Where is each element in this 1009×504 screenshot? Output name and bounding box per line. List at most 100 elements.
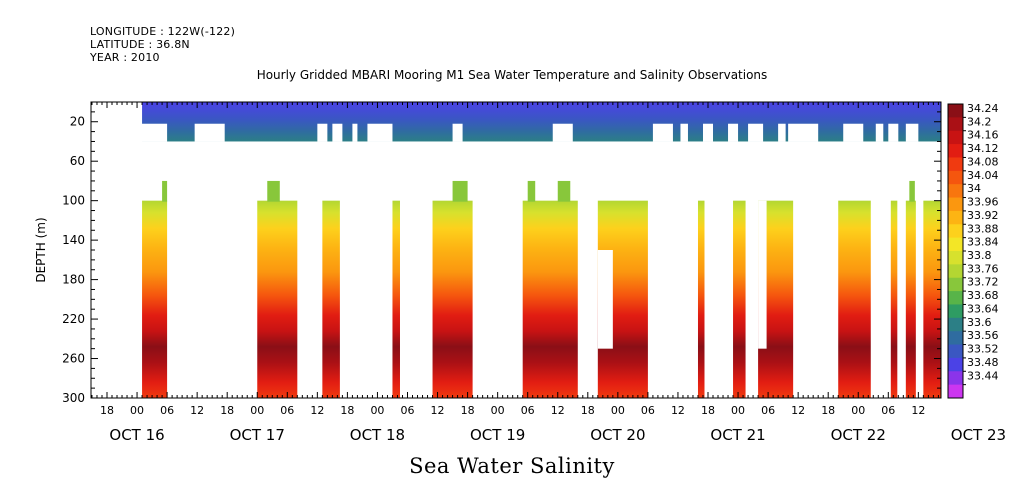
- surface-gap: [905, 123, 919, 142]
- colorbar-swatch: [948, 184, 963, 199]
- colorbar-label: 34.2: [967, 115, 992, 128]
- deep-column-bump: [162, 180, 168, 202]
- deep-column-bump: [557, 180, 571, 202]
- x-tick-label: 00: [851, 404, 865, 417]
- surface-gap: [352, 123, 358, 142]
- deep-column-bump: [527, 180, 536, 202]
- colorbar-label: 33.76: [967, 262, 999, 275]
- surface-gap: [680, 123, 688, 142]
- x-tick-label: 18: [461, 404, 475, 417]
- surface-gap: [702, 123, 714, 142]
- x-tick-label: 12: [671, 404, 685, 417]
- deep-column: [733, 200, 746, 398]
- colorbar-swatch: [948, 304, 963, 319]
- colorbar-label: 33.6: [967, 316, 992, 329]
- surface-gap: [652, 123, 673, 142]
- deep-column: [142, 200, 168, 398]
- colorbar-label: 34.04: [967, 169, 999, 182]
- colorbar: 34.2434.234.1634.1234.0834.043433.9633.9…: [947, 102, 999, 399]
- colorbar-label: 33.48: [967, 356, 999, 369]
- year-label: YEAR : 2010: [90, 51, 160, 64]
- x-day-label: OCT 18: [350, 426, 405, 444]
- deep-column: [257, 200, 298, 398]
- colorbar-swatch: [948, 210, 963, 225]
- x-axis-title: Sea Water Salinity: [409, 454, 615, 478]
- latitude-label: LATITUDE : 36.8N: [90, 38, 190, 51]
- colorbar-label: 33.68: [967, 289, 999, 302]
- colorbar-swatch: [948, 331, 963, 346]
- x-tick-label: 12: [310, 404, 324, 417]
- deep-column-gap: [758, 200, 767, 349]
- y-tick-label: 60: [70, 154, 85, 168]
- colorbar-label: 33.52: [967, 343, 999, 356]
- x-day-label: OCT 21: [710, 426, 765, 444]
- y-tick-label: 100: [62, 194, 85, 208]
- x-tick-label: 06: [521, 404, 535, 417]
- x-tick-label: 00: [130, 404, 144, 417]
- colorbar-swatch: [948, 371, 963, 386]
- chart-title: Hourly Gridded MBARI Mooring M1 Sea Wate…: [256, 68, 768, 82]
- colorbar-label: 33.72: [967, 276, 999, 289]
- colorbar-swatch: [948, 277, 963, 292]
- surface-gap: [788, 123, 819, 142]
- deep-column: [905, 200, 916, 398]
- y-tick-label: 140: [62, 233, 85, 247]
- colorbar-label: 34.16: [967, 129, 999, 142]
- surface-gap: [888, 123, 899, 142]
- surface-gap: [778, 123, 786, 142]
- colorbar-label: 33.44: [967, 369, 999, 382]
- x-day-label: OCT 22: [831, 426, 886, 444]
- deep-column: [890, 200, 898, 398]
- colorbar-swatch: [948, 104, 963, 118]
- colorbar-label: 34.08: [967, 155, 999, 168]
- deep-column: [392, 200, 400, 398]
- x-tick-label: 06: [641, 404, 655, 417]
- x-day-label: OCT 17: [230, 426, 285, 444]
- colorbar-swatch: [948, 144, 963, 158]
- colorbar-label: 33.56: [967, 329, 999, 342]
- x-tick-label: 12: [431, 404, 445, 417]
- colorbar-swatch: [948, 130, 963, 145]
- deep-column-bump: [267, 180, 280, 202]
- colorbar-label: 33.8: [967, 249, 992, 262]
- x-tick-label: 18: [821, 404, 835, 417]
- surface-band: [142, 102, 941, 142]
- axes: 18 00 06 12 18 00 06 12 18 00 06 12 18 00 06 12 18 00 06 12…: [62, 101, 1006, 444]
- deep-column: [923, 200, 941, 398]
- deep-column: [322, 200, 340, 398]
- x-tick-label: 00: [491, 404, 505, 417]
- x-tick-label: 18: [220, 404, 234, 417]
- y-tick-label: 220: [62, 312, 85, 326]
- deep-column-bump: [909, 180, 915, 202]
- colorbar-swatch: [948, 251, 963, 265]
- colorbar-label: 33.64: [967, 302, 999, 315]
- colorbar-swatch: [948, 117, 963, 132]
- plot-area: [137, 102, 941, 398]
- x-tick-label: 18: [581, 404, 595, 417]
- x-tick-label: 06: [761, 404, 775, 417]
- surface-gap: [367, 123, 393, 142]
- colorbar-swatch: [948, 344, 963, 359]
- deep-column: [697, 200, 705, 398]
- x-day-label: OCT 20: [590, 426, 645, 444]
- x-tick-label: 12: [791, 404, 805, 417]
- x-tick-label: 06: [280, 404, 294, 417]
- colorbar-swatch: [948, 237, 963, 252]
- colorbar-label: 34.12: [967, 142, 999, 155]
- surface-gap: [748, 123, 764, 142]
- colorbar-swatch: [948, 357, 963, 372]
- surface-gap: [194, 123, 225, 142]
- deep-column: [432, 200, 473, 398]
- x-tick-label: 12: [551, 404, 565, 417]
- colorbar-label: 33.92: [967, 209, 999, 222]
- colorbar-swatch: [948, 291, 963, 305]
- x-tick-label: 18: [100, 404, 114, 417]
- colorbar-label: 34.24: [967, 102, 999, 115]
- surface-gap: [317, 123, 328, 142]
- y-tick-label: 260: [62, 352, 85, 366]
- colorbar-swatch: [948, 264, 963, 279]
- x-day-label: OCT 16: [109, 426, 164, 444]
- deep-column: [838, 200, 871, 398]
- x-tick-label: 12: [911, 404, 925, 417]
